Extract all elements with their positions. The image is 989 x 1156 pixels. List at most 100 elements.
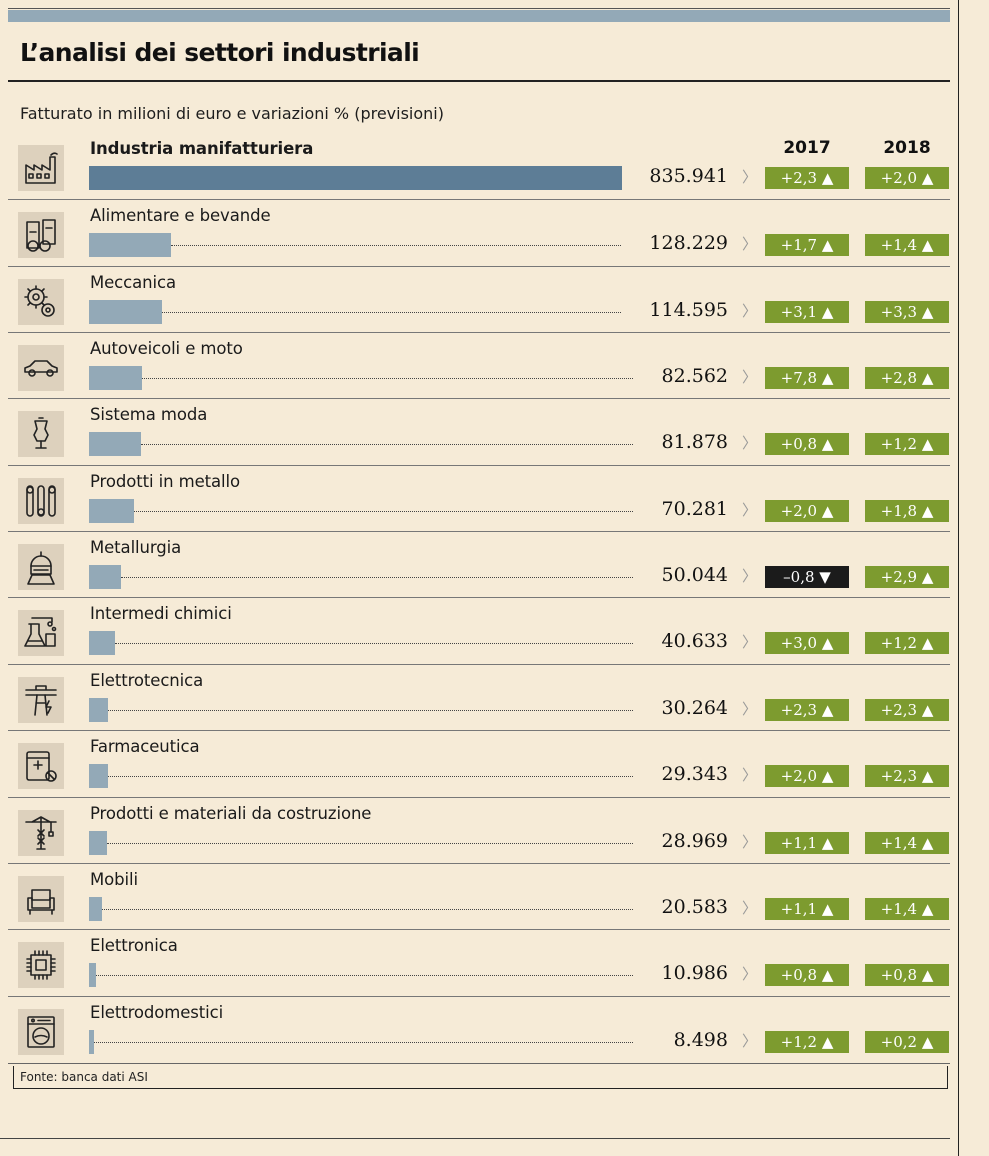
change-badge-2017: +0,8 ▲ xyxy=(765,964,849,987)
armchair-icon xyxy=(18,875,64,922)
bar xyxy=(89,963,96,988)
value-label: 10.986 xyxy=(661,962,728,985)
chevron-icon: 〉 xyxy=(742,832,758,851)
sector-row: Elettronica 10.986 〉 +0,8 ▲ +0,8 ▲ xyxy=(8,929,950,996)
right-border-rule xyxy=(958,0,959,1156)
leader-line xyxy=(102,908,633,910)
chevron-icon: 〉 xyxy=(742,965,758,984)
sector-row: Prodotti e materiali da costruzione 28.96… xyxy=(8,796,950,864)
change-badge-2017: +1,1 ▲ xyxy=(765,897,849,920)
change-badge-2018: +1,4 ▲ xyxy=(865,234,949,257)
bar xyxy=(89,830,108,855)
chevron-icon: 〉 xyxy=(742,301,758,320)
sector-row: Intermedi chimici 40.633 〉 +3,0 ▲ +1,2 ▲ xyxy=(8,597,950,664)
value-label: 29.343 xyxy=(661,763,728,786)
sector-label: Elettrodomestici xyxy=(90,1002,224,1022)
source-box xyxy=(13,1066,948,1089)
year-header-2018: 2018 xyxy=(883,138,931,158)
sector-row: Prodotti in metallo 70.281 〉 +2,0 ▲ +1,8 ▲ xyxy=(8,464,950,532)
change-badge-2017: +3,0 ▲ xyxy=(765,632,849,655)
change-badge-2018: +2,8 ▲ xyxy=(865,367,949,390)
change-badge-2017: +1,2 ▲ xyxy=(765,1030,849,1053)
factory-icon xyxy=(18,145,64,191)
change-badge-2018: +2,3 ▲ xyxy=(865,765,949,788)
chip-icon xyxy=(18,942,64,989)
food-drink-icon xyxy=(18,212,64,259)
leader-line xyxy=(133,510,633,512)
change-badge-2018: +1,4 ▲ xyxy=(865,831,949,854)
change-badge-2018: +2,9 ▲ xyxy=(865,566,949,589)
bar xyxy=(89,233,171,258)
value-label: 8.498 xyxy=(673,1028,728,1051)
sector-row: Elettrotecnica 30.264 〉 +2,3 ▲ +2,3 ▲ xyxy=(8,663,950,731)
sector-label: Metallurgia xyxy=(90,538,182,558)
change-badge-2018: +1,4 ▲ xyxy=(865,897,949,920)
sector-row: Mobili 20.583 〉 +1,1 ▲ +1,4 ▲ xyxy=(8,862,950,930)
leader-line xyxy=(114,643,633,645)
change-badge-2017: –0,8 ▼ xyxy=(765,566,849,589)
chevron-icon: 〉 xyxy=(742,235,758,254)
mannequin-icon xyxy=(18,411,64,458)
bar xyxy=(89,631,115,656)
value-label: 50.044 xyxy=(661,564,728,587)
change-badge-2017: +3,1 ▲ xyxy=(765,300,849,323)
sector-row: Autoveicoli e moto 82.562 〉 +7,8 ▲ +2,8 ▲ xyxy=(8,332,950,399)
wrench-icon xyxy=(18,477,64,524)
leader-line xyxy=(141,378,633,380)
sector-label: Mobili xyxy=(90,869,138,889)
sector-label: Elettrotecnica xyxy=(90,670,204,690)
chevron-icon: 〉 xyxy=(742,898,758,917)
value-label: 30.264 xyxy=(661,696,728,719)
sector-label: Prodotti in metallo xyxy=(90,471,240,491)
sector-row: Alimentare e bevande 128.229 〉 +1,7 ▲ +1,4 ▲ xyxy=(8,199,950,266)
change-badge-2018: +2,3 ▲ xyxy=(865,698,949,721)
change-badge-2018: +3,3 ▲ xyxy=(865,300,949,323)
sector-row: Sistema moda 81.878 〉 +0,8 ▲ +1,2 ▲ xyxy=(8,398,950,465)
change-badge-2017: +2,3 ▲ xyxy=(765,698,849,721)
footer-rule xyxy=(0,1138,950,1139)
leader-line xyxy=(108,709,633,711)
change-badge-2018: +1,8 ▲ xyxy=(865,499,949,522)
bar xyxy=(89,896,103,921)
value-label: 70.281 xyxy=(661,497,728,520)
value-label: 20.583 xyxy=(661,895,728,918)
sector-label: Prodotti e materiali da costruzione xyxy=(90,803,372,823)
value-label: 835.941 xyxy=(649,165,728,187)
chevron-icon: 〉 xyxy=(742,1031,758,1050)
top-rule xyxy=(8,8,950,9)
chevron-icon: 〉 xyxy=(742,633,758,652)
change-badge-2018: +1,2 ▲ xyxy=(865,433,949,456)
chevron-icon: 〉 xyxy=(742,699,758,718)
chevron-icon: 〉 xyxy=(742,766,758,785)
bar xyxy=(89,366,142,391)
bar xyxy=(89,432,142,457)
leader-line xyxy=(162,311,621,313)
sector-row: Meccanica 114.595 〉 +3,1 ▲ +3,3 ▲ xyxy=(8,265,950,333)
title-rule xyxy=(8,80,950,82)
value-label: 81.878 xyxy=(661,431,728,454)
chevron-icon: 〉 xyxy=(742,434,758,453)
pharmacy-icon xyxy=(18,743,64,790)
sector-label: Meccanica xyxy=(90,272,176,292)
header-band xyxy=(8,10,950,22)
gears-icon xyxy=(18,278,64,325)
sector-label: Autoveicoli e moto xyxy=(90,339,243,359)
leader-line xyxy=(120,577,633,579)
change-badge-2017: +2,0 ▲ xyxy=(765,765,849,788)
value-label: 82.562 xyxy=(661,365,728,388)
washing-machine-icon xyxy=(18,1008,64,1055)
change-badge-2017: +1,1 ▲ xyxy=(765,831,849,854)
sector-label: Farmaceutica xyxy=(90,737,200,757)
chart-title: L’analisi dei settori industriali xyxy=(20,38,420,67)
leader-line xyxy=(107,776,633,778)
change-badge-2018: +0,8 ▲ xyxy=(865,964,949,987)
bar xyxy=(89,299,163,324)
bottom-rule xyxy=(8,1063,950,1064)
chart-subtitle: Fatturato in milioni di euro e variazion… xyxy=(20,104,444,123)
sector-row: Elettrodomestici 8.498 〉 +1,2 ▲ +0,2 ▲ xyxy=(8,995,950,1063)
bar xyxy=(89,565,121,590)
change-badge-2017: +7,8 ▲ xyxy=(765,367,849,390)
sector-label: Alimentare e bevande xyxy=(90,206,271,226)
chevron-icon: 〉 xyxy=(742,500,758,519)
chevron-icon: 〉 xyxy=(742,368,758,387)
